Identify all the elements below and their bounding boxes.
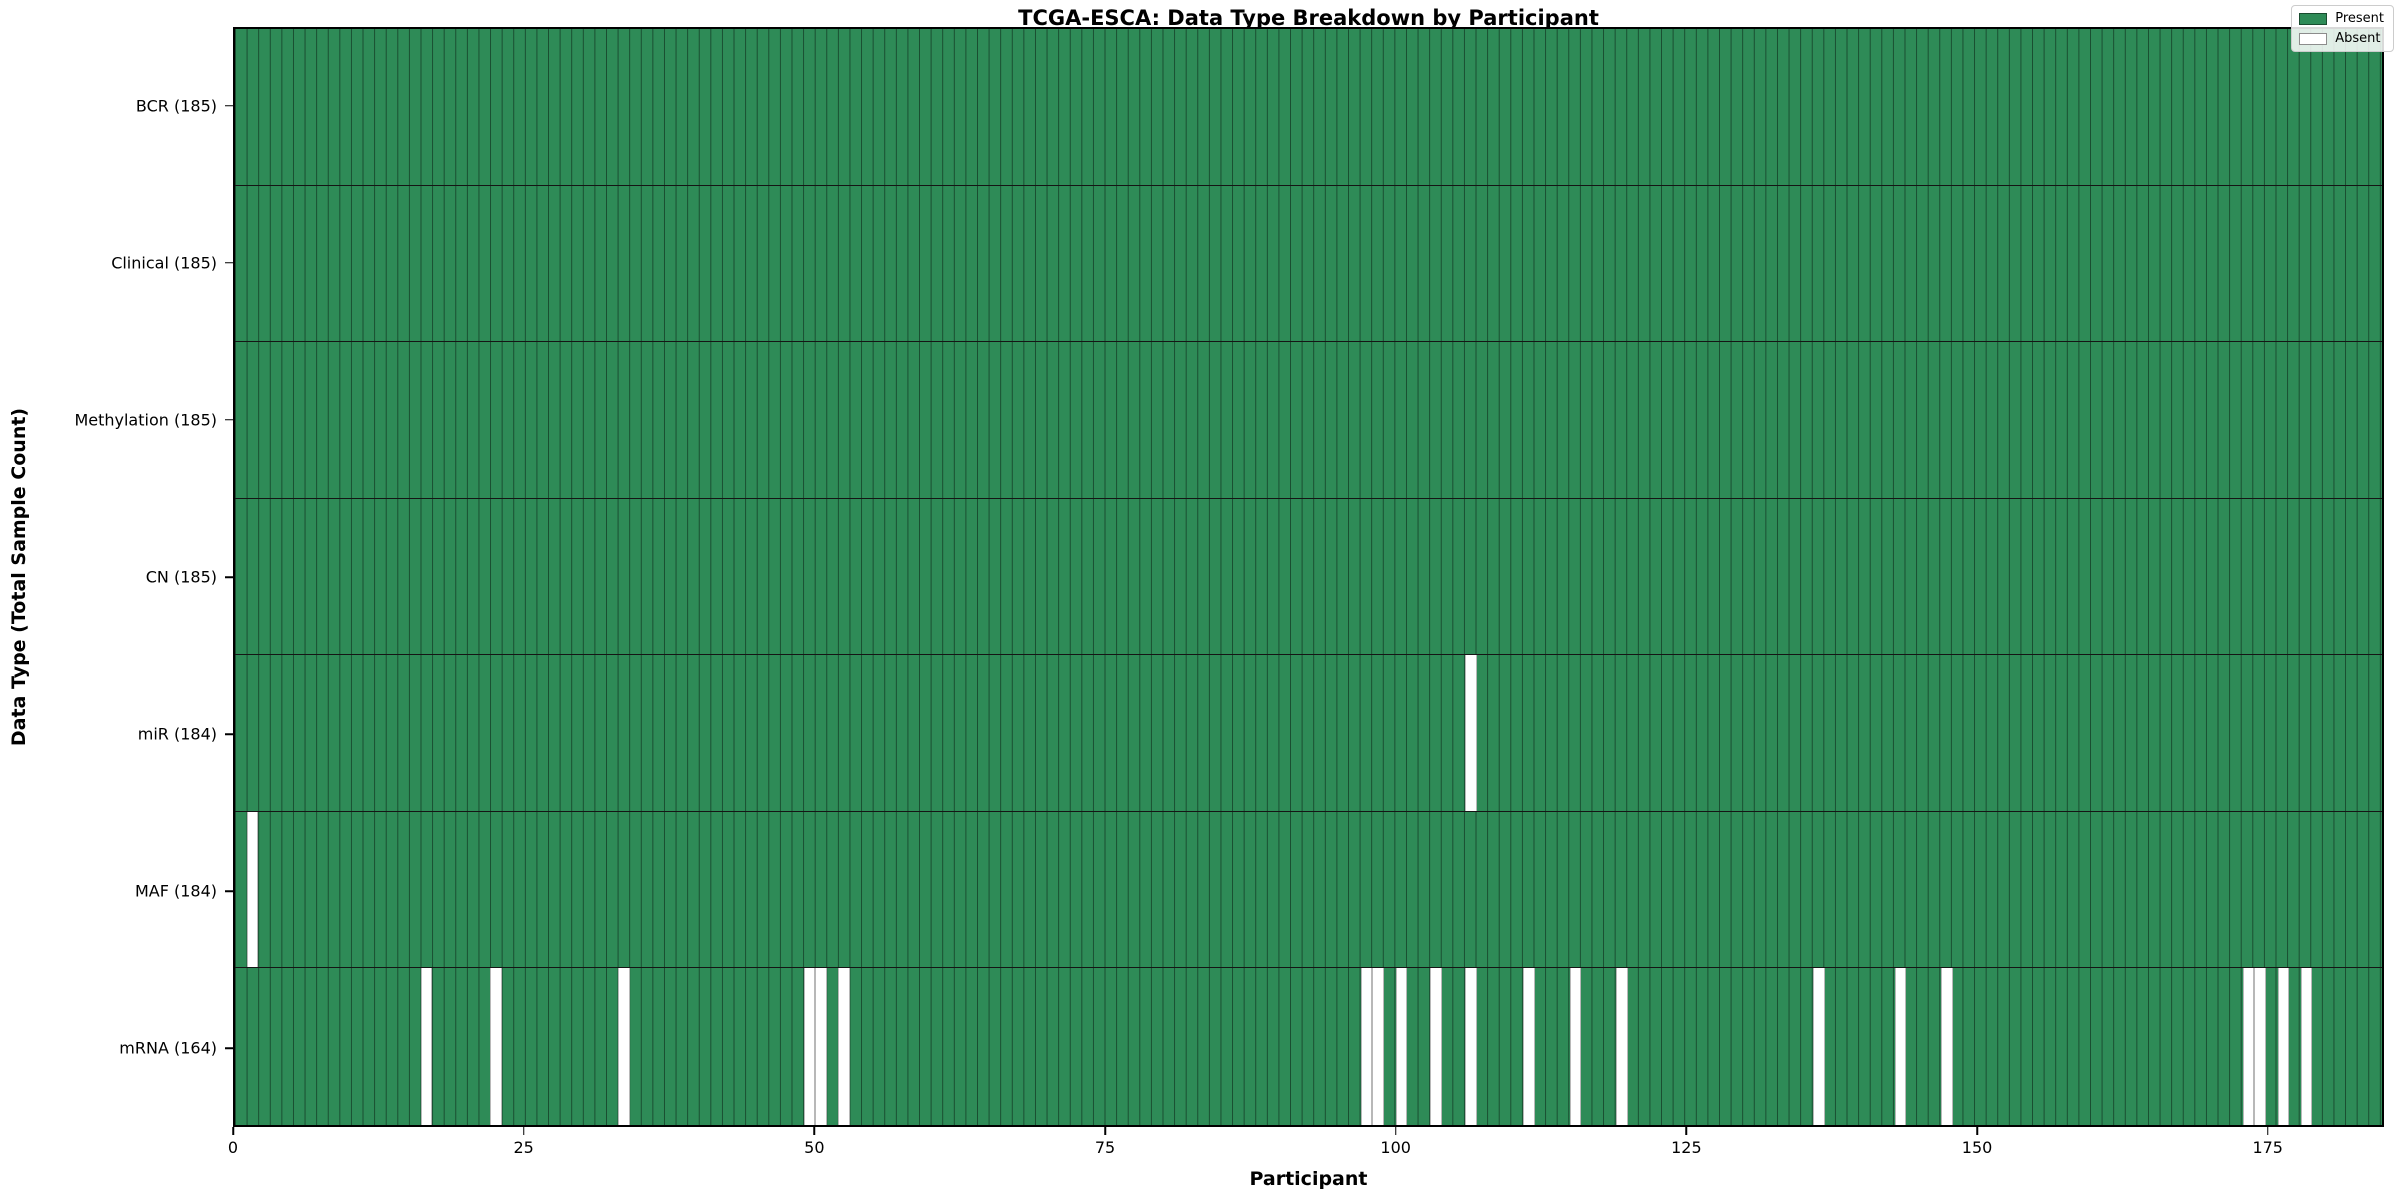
y-tick-mark xyxy=(225,261,233,264)
y-tick-mark xyxy=(225,104,233,107)
y-tick-label-mRNA: mRNA (164) xyxy=(119,1038,217,1058)
absent-bar xyxy=(1372,968,1384,1125)
legend-label: Absent xyxy=(2335,31,2381,46)
chart-title: TCGA-ESCA: Data Type Breakdown by Partic… xyxy=(1018,6,1599,30)
absent-bar xyxy=(1465,968,1477,1125)
y-tick-label-MAF: MAF (184) xyxy=(134,881,217,901)
y-axis-label: Data Type (Total Sample Count) xyxy=(8,407,30,747)
absent-bar xyxy=(1395,968,1408,1125)
x-tick-mark xyxy=(522,1127,525,1135)
absent-bar xyxy=(2300,968,2313,1125)
x-tick-label-75: 75 xyxy=(1094,1138,1116,1157)
x-tick-label-175: 175 xyxy=(2252,1138,2283,1157)
absent-bar xyxy=(420,968,433,1125)
absent-bar xyxy=(490,968,502,1125)
absent-bar xyxy=(2254,968,2266,1125)
legend-label: Present xyxy=(2335,11,2384,26)
heatmap-row-Clinical xyxy=(235,185,2382,343)
absent-bar xyxy=(1465,655,1477,811)
x-tick-label-150: 150 xyxy=(1961,1138,1993,1157)
x-tick-mark xyxy=(232,1127,234,1135)
absent-bar xyxy=(803,968,816,1125)
y-tick-mark xyxy=(225,419,233,421)
x-axis-label: Participant xyxy=(1249,1168,1368,1190)
legend-swatch-present xyxy=(2299,12,2328,25)
x-tick-label-25: 25 xyxy=(513,1138,534,1157)
heatmap-row-MAF xyxy=(235,811,2382,969)
absent-bar xyxy=(2242,968,2255,1125)
absent-bar xyxy=(1894,968,1907,1125)
absent-bar xyxy=(1360,968,1373,1125)
legend-item-present: Present xyxy=(2299,11,2384,26)
absent-bar xyxy=(1940,968,1953,1125)
x-tick-label-100: 100 xyxy=(1380,1138,1411,1157)
x-tick-mark xyxy=(1976,1127,1978,1135)
absent-bar xyxy=(815,968,827,1125)
absent-bar xyxy=(246,811,259,968)
heatmap-row-miR xyxy=(235,655,2382,812)
heatmap-row-Methylation xyxy=(235,342,2382,499)
y-tick-mark xyxy=(225,890,233,893)
absent-bar xyxy=(838,968,851,1125)
legend: Present Absent xyxy=(2291,5,2394,52)
y-tick-mark xyxy=(225,1047,233,1050)
absent-bar xyxy=(1616,968,1628,1125)
heatmap-row-CN xyxy=(235,498,2382,656)
absent-bar xyxy=(1569,968,1582,1125)
x-tick-mark xyxy=(1104,1127,1106,1135)
x-tick-label-50: 50 xyxy=(804,1138,825,1157)
y-tick-mark xyxy=(225,733,233,735)
absent-bar xyxy=(617,968,630,1125)
legend-swatch-absent xyxy=(2299,32,2328,45)
y-tick-label-CN: CN (185) xyxy=(145,567,217,587)
absent-bar xyxy=(2277,968,2290,1125)
y-tick-label-BCR: BCR (185) xyxy=(135,96,217,116)
x-tick-mark xyxy=(2266,1127,2269,1135)
x-tick-label-125: 125 xyxy=(1671,1138,1702,1157)
heatmap-plot-area xyxy=(233,27,2384,1127)
absent-bar xyxy=(1523,968,1535,1125)
x-tick-mark xyxy=(1685,1127,1688,1135)
x-tick-mark xyxy=(813,1127,816,1135)
legend-item-absent: Absent xyxy=(2299,31,2384,46)
y-tick-label-Clinical: Clinical (185) xyxy=(111,253,217,273)
x-tick-label-0: 0 xyxy=(227,1138,239,1157)
heatmap-row-BCR xyxy=(235,29,2382,186)
y-tick-label-Methylation: Methylation (185) xyxy=(74,410,217,430)
x-tick-mark xyxy=(1394,1127,1397,1135)
heatmap-row-mRNA xyxy=(235,968,2382,1125)
y-tick-mark xyxy=(225,576,233,578)
y-tick-label-miR: miR (184) xyxy=(137,724,217,744)
absent-bar xyxy=(1813,968,1825,1125)
absent-bar xyxy=(1430,968,1442,1125)
